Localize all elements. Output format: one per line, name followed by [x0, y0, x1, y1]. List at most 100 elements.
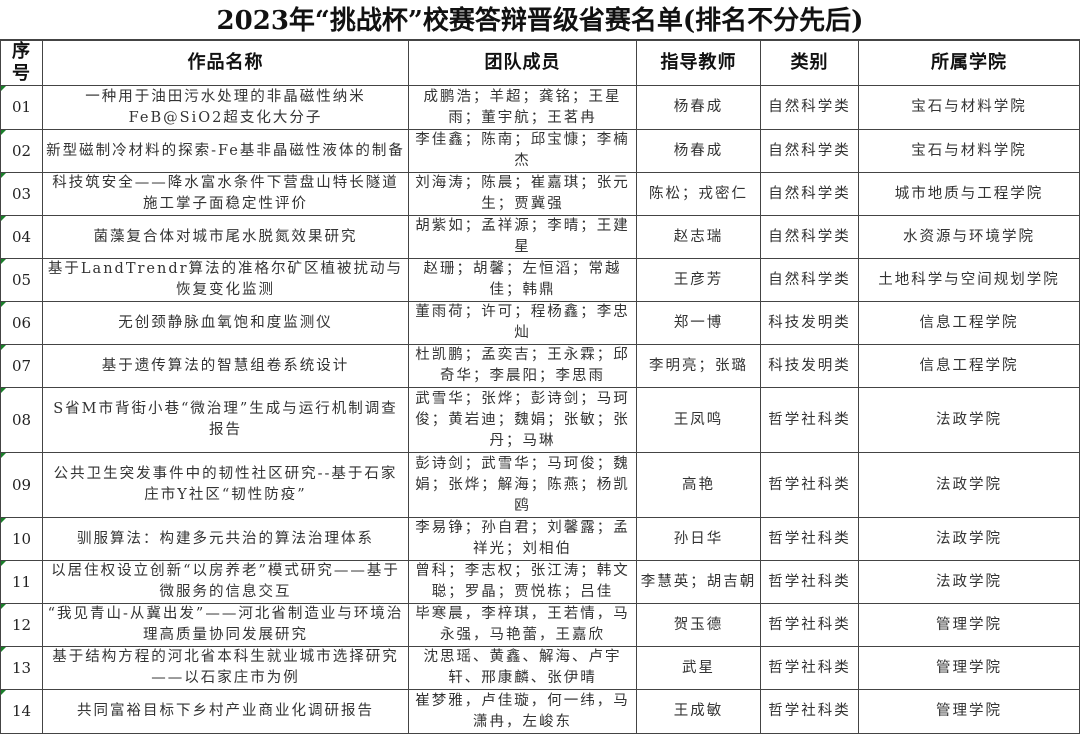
table-row[interactable]: 07 基于遗传算法的智慧组卷系统设计 杜凯鹏；孟奕吉；王永霖；邱奇华；李晨阳；李思雨…	[0, 344, 1080, 388]
table-row[interactable]: 03 科技筑安全——降水富水条件下营盘山特长隧道施工掌子面稳定性评价 刘海涛；陈晨；…	[0, 172, 1080, 216]
project-title-cell[interactable]: 共同富裕目标下乡村产业商业化调研报告	[42, 689, 409, 734]
table-row[interactable]: 10 驯服算法：构建多元共治的算法治理体系 李易铮；孙自君；刘馨露；孟祥光；刘相伯孙…	[0, 517, 1080, 561]
row-number-cell[interactable]: 13	[0, 646, 43, 690]
table-row[interactable]: 06 无创颈静脉血氧饱和度监测仪 董雨荷；许可；程杨鑫；李忠灿 郑一博 科技发明类 信息工…	[0, 301, 1080, 345]
row-number-cell[interactable]: 14	[0, 689, 43, 734]
project-title-cell[interactable]: 基于LandTrendr算法的准格尔矿区植被扰动与恢复变化监测	[42, 258, 409, 302]
advisor-cell[interactable]: 武星	[636, 646, 761, 690]
college-cell[interactable]: 宝石与材料学院	[858, 129, 1080, 173]
category-cell[interactable]: 自然科学类	[760, 172, 859, 216]
project-title-cell[interactable]: S省M市背街小巷“微治理”生成与运行机制调查报告	[42, 387, 409, 453]
category-cell[interactable]: 科技发明类	[760, 344, 859, 388]
team-members-cell[interactable]: 彭诗剑；武雪华；马珂俊；魏娟；张烨；解海；陈燕；杨凯鸥	[408, 452, 637, 518]
project-title-cell[interactable]: 公共卫生突发事件中的韧性社区研究--基于石家庄市Y社区“韧性防疫”	[42, 452, 409, 518]
advisor-cell[interactable]: 贺玉德	[636, 603, 761, 647]
table-row[interactable]: 01 一种用于油田污水处理的非晶磁性纳米FeB@SiO2超支化大分子 成鹏浩；羊超；…	[0, 85, 1080, 130]
team-members-cell[interactable]: 赵珊；胡馨；左恒滔；常越佳；韩鼎	[408, 258, 637, 302]
advisor-cell[interactable]: 王成敏	[636, 689, 761, 734]
team-members-cell[interactable]: 刘海涛；陈晨；崔嘉琪；张元生；贾冀强	[408, 172, 637, 216]
category-cell[interactable]: 哲学社科类	[760, 452, 859, 518]
row-number-cell[interactable]: 12	[0, 603, 43, 647]
header-members: 团队成员	[408, 40, 637, 86]
project-title-cell[interactable]: 一种用于油田污水处理的非晶磁性纳米FeB@SiO2超支化大分子	[42, 85, 409, 130]
category-cell[interactable]: 自然科学类	[760, 258, 859, 302]
project-title-cell[interactable]: “我见青山-从冀出发”——河北省制造业与环境治理高质量协同发展研究	[42, 603, 409, 647]
row-number-cell[interactable]: 03	[0, 172, 43, 216]
advisor-cell[interactable]: 高艳	[636, 452, 761, 518]
table-row[interactable]: 12 “我见青山-从冀出发”——河北省制造业与环境治理高质量协同发展研究 毕寒晨，李…	[0, 603, 1080, 647]
team-members-cell[interactable]: 胡紫如；孟祥源；李晴；王建星	[408, 215, 637, 259]
header-advisor: 指导教师	[636, 40, 761, 86]
category-cell[interactable]: 哲学社科类	[760, 646, 859, 690]
team-members-cell[interactable]: 李易铮；孙自君；刘馨露；孟祥光；刘相伯	[408, 517, 637, 561]
college-cell[interactable]: 信息工程学院	[858, 301, 1080, 345]
college-cell[interactable]: 土地科学与空间规划学院	[858, 258, 1080, 302]
advisor-cell[interactable]: 李慧英；胡吉朝	[636, 560, 761, 604]
team-members-cell[interactable]: 杜凯鹏；孟奕吉；王永霖；邱奇华；李晨阳；李思雨	[408, 344, 637, 388]
team-members-cell[interactable]: 成鹏浩；羊超；龚铭；王星雨；董宇航；王茗冉	[408, 85, 637, 130]
advisor-cell[interactable]: 赵志瑞	[636, 215, 761, 259]
advisor-cell[interactable]: 郑一博	[636, 301, 761, 345]
college-cell[interactable]: 管理学院	[858, 603, 1080, 647]
row-number-cell[interactable]: 06	[0, 301, 43, 345]
team-members-cell[interactable]: 李佳鑫；陈南；邱宝慷；李楠杰	[408, 129, 637, 173]
row-number-cell[interactable]: 02	[0, 129, 43, 173]
category-cell[interactable]: 自然科学类	[760, 85, 859, 130]
team-members-cell[interactable]: 沈思瑶、黄鑫、解海、卢宇轩、邢康麟、张伊晴	[408, 646, 637, 690]
college-cell[interactable]: 法政学院	[858, 452, 1080, 518]
advisor-cell[interactable]: 王凤鸣	[636, 387, 761, 453]
table-row[interactable]: 08 S省M市背街小巷“微治理”生成与运行机制调查报告 武雪华；张烨；彭诗剑；马珂俊…	[0, 387, 1080, 453]
row-number-cell[interactable]: 11	[0, 560, 43, 604]
advisor-cell[interactable]: 王彦芳	[636, 258, 761, 302]
college-cell[interactable]: 管理学院	[858, 689, 1080, 734]
college-cell[interactable]: 信息工程学院	[858, 344, 1080, 388]
college-cell[interactable]: 管理学院	[858, 646, 1080, 690]
category-cell[interactable]: 自然科学类	[760, 129, 859, 173]
category-cell[interactable]: 自然科学类	[760, 215, 859, 259]
advisor-cell[interactable]: 杨春成	[636, 85, 761, 130]
team-members-cell[interactable]: 曾科；李志权；张江涛；韩文聪；罗晶；贾悦栋；吕佳	[408, 560, 637, 604]
row-number-cell[interactable]: 05	[0, 258, 43, 302]
college-cell[interactable]: 宝石与材料学院	[858, 85, 1080, 130]
college-cell[interactable]: 城市地质与工程学院	[858, 172, 1080, 216]
category-cell[interactable]: 哲学社科类	[760, 603, 859, 647]
project-title-cell[interactable]: 基于遗传算法的智慧组卷系统设计	[42, 344, 409, 388]
college-cell[interactable]: 水资源与环境学院	[858, 215, 1080, 259]
table-row[interactable]: 02 新型磁制冷材料的探索-Fe基非晶磁性液体的制备 李佳鑫；陈南；邱宝慷；李楠杰杨…	[0, 129, 1080, 173]
category-cell[interactable]: 哲学社科类	[760, 387, 859, 453]
category-cell[interactable]: 哲学社科类	[760, 517, 859, 561]
project-title-cell[interactable]: 基于结构方程的河北省本科生就业城市选择研究——以石家庄市为例	[42, 646, 409, 690]
college-cell[interactable]: 法政学院	[858, 560, 1080, 604]
category-cell[interactable]: 哲学社科类	[760, 560, 859, 604]
college-cell[interactable]: 法政学院	[858, 387, 1080, 453]
team-members-cell[interactable]: 武雪华；张烨；彭诗剑；马珂俊；黄岩迪；魏娟；张敏；张丹；马琳	[408, 387, 637, 453]
project-title-cell[interactable]: 无创颈静脉血氧饱和度监测仪	[42, 301, 409, 345]
row-number-cell[interactable]: 01	[0, 85, 43, 130]
project-title-cell[interactable]: 以居住权设立创新“以房养老”模式研究——基于微服务的信息交互	[42, 560, 409, 604]
advisor-cell[interactable]: 陈松；戎密仁	[636, 172, 761, 216]
college-cell[interactable]: 法政学院	[858, 517, 1080, 561]
row-number-cell[interactable]: 08	[0, 387, 43, 453]
team-members-cell[interactable]: 董雨荷；许可；程杨鑫；李忠灿	[408, 301, 637, 345]
team-members-cell[interactable]: 毕寒晨，李梓琪，王若情，马永强，马艳蕾，王嘉欣	[408, 603, 637, 647]
row-number-cell[interactable]: 09	[0, 452, 43, 518]
project-title-cell[interactable]: 菌藻复合体对城市尾水脱氮效果研究	[42, 215, 409, 259]
team-members-cell[interactable]: 崔梦雅，卢佳璇，何一纬，马潇冉，左峻东	[408, 689, 637, 734]
table-row[interactable]: 04 菌藻复合体对城市尾水脱氮效果研究 胡紫如；孟祥源；李晴；王建星 赵志瑞 自然科学类…	[0, 215, 1080, 259]
project-title-cell[interactable]: 驯服算法：构建多元共治的算法治理体系	[42, 517, 409, 561]
advisor-cell[interactable]: 孙日华	[636, 517, 761, 561]
category-cell[interactable]: 科技发明类	[760, 301, 859, 345]
table-row[interactable]: 05 基于LandTrendr算法的准格尔矿区植被扰动与恢复变化监测 赵珊；胡馨；左…	[0, 258, 1080, 302]
row-number-cell[interactable]: 10	[0, 517, 43, 561]
table-row[interactable]: 09 公共卫生突发事件中的韧性社区研究--基于石家庄市Y社区“韧性防疫” 彭诗剑；武…	[0, 452, 1080, 518]
table-row[interactable]: 11 以居住权设立创新“以房养老”模式研究——基于微服务的信息交互 曾科；李志权；张…	[0, 560, 1080, 604]
table-row[interactable]: 14 共同富裕目标下乡村产业商业化调研报告 崔梦雅，卢佳璇，何一纬，马潇冉，左峻东王…	[0, 689, 1080, 734]
project-title-cell[interactable]: 新型磁制冷材料的探索-Fe基非晶磁性液体的制备	[42, 129, 409, 173]
row-number-cell[interactable]: 07	[0, 344, 43, 388]
project-title-cell[interactable]: 科技筑安全——降水富水条件下营盘山特长隧道施工掌子面稳定性评价	[42, 172, 409, 216]
advisor-cell[interactable]: 杨春成	[636, 129, 761, 173]
row-number-cell[interactable]: 04	[0, 215, 43, 259]
table-row[interactable]: 13 基于结构方程的河北省本科生就业城市选择研究——以石家庄市为例 沈思瑶、黄鑫、解…	[0, 646, 1080, 690]
category-cell[interactable]: 哲学社科类	[760, 689, 859, 734]
advisor-cell[interactable]: 李明亮；张璐	[636, 344, 761, 388]
